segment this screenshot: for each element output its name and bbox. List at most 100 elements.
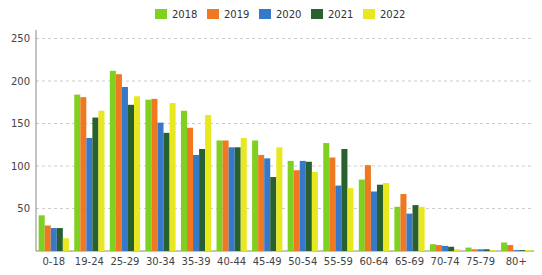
x-tick-label: 75-79 <box>466 256 495 267</box>
bar <box>341 149 347 251</box>
legend-item: 2022 <box>363 9 405 20</box>
bar <box>116 74 122 251</box>
chart-container: 50 100 150 200 250 0-18 19-24 25-29 30-34 35-39 40… <box>0 0 542 275</box>
legend-label: 2018 <box>172 9 197 20</box>
bar <box>258 155 264 251</box>
x-tick-label: 60-64 <box>359 256 388 267</box>
legend-swatch <box>311 9 323 19</box>
bar <box>181 111 187 251</box>
legend-swatch <box>363 9 375 19</box>
legend-label: 2021 <box>328 9 353 20</box>
bar <box>241 138 247 251</box>
bar <box>63 238 69 251</box>
y-axis-line <box>36 30 37 251</box>
bar <box>128 105 134 251</box>
bar <box>371 192 377 252</box>
bar <box>86 138 92 251</box>
bar <box>145 100 151 251</box>
bar <box>413 205 419 251</box>
bar <box>170 103 176 251</box>
legend-label: 2020 <box>276 9 301 20</box>
bar <box>187 128 193 251</box>
y-tick-label: 100 <box>11 161 30 172</box>
bar <box>164 133 170 251</box>
bar <box>484 249 490 251</box>
bar <box>223 141 229 252</box>
bar <box>288 161 294 251</box>
bar <box>448 247 454 251</box>
bar <box>472 249 478 251</box>
bar <box>513 250 519 251</box>
x-tick-label: 19-24 <box>75 256 104 267</box>
bar <box>436 245 442 251</box>
legend-swatch <box>155 9 167 19</box>
bar <box>365 165 371 251</box>
bar <box>252 141 258 252</box>
bar <box>235 147 241 251</box>
x-tick-label: 50-54 <box>288 256 317 267</box>
bar <box>377 185 383 251</box>
bar <box>466 248 472 251</box>
bar <box>335 186 341 251</box>
bar <box>134 96 140 251</box>
grid-line <box>36 38 534 39</box>
legend-label: 2022 <box>380 9 405 20</box>
bar <box>122 87 128 251</box>
bar <box>151 99 157 251</box>
bar <box>57 228 63 251</box>
bar <box>199 149 205 251</box>
bar <box>430 244 436 251</box>
chart: 50 100 150 200 250 0-18 19-24 25-29 30-34 35-39 40… <box>0 0 542 275</box>
bar <box>394 207 400 251</box>
bar <box>406 214 412 251</box>
bar <box>300 161 306 251</box>
bar <box>306 162 312 251</box>
bar <box>110 71 116 251</box>
x-tick-label: 35-39 <box>182 256 211 267</box>
bar <box>39 215 45 251</box>
bar <box>98 111 104 251</box>
x-tick-label: 40-44 <box>217 256 246 267</box>
y-tick-label: 250 <box>11 33 30 44</box>
x-tick-label: 0-18 <box>42 256 65 267</box>
bar <box>276 147 282 251</box>
y-tick-label: 50 <box>17 203 30 214</box>
bar <box>80 97 86 251</box>
x-tick-label: 65-69 <box>395 256 424 267</box>
x-tick-label: 25-29 <box>110 256 139 267</box>
bar <box>312 172 318 251</box>
bar <box>323 143 329 251</box>
y-tick-label: 200 <box>11 76 30 87</box>
bar <box>157 123 163 251</box>
bar <box>400 194 406 251</box>
x-tick-label: 70-74 <box>431 256 460 267</box>
legend-item: 2018 <box>155 9 197 20</box>
bar <box>490 250 496 251</box>
bar <box>359 180 365 251</box>
legend-swatch <box>207 9 219 19</box>
legend-item: 2021 <box>311 9 353 20</box>
x-tick-label: 80+ <box>506 256 527 267</box>
bar <box>501 243 507 252</box>
legend-swatch <box>259 9 271 19</box>
x-tick-label: 45-49 <box>253 256 282 267</box>
bar <box>347 188 353 251</box>
x-tick-label: 30-34 <box>146 256 175 267</box>
bar <box>419 207 425 251</box>
y-tick-label: 150 <box>11 118 30 129</box>
bar <box>92 118 98 251</box>
bar <box>519 250 525 251</box>
bar <box>74 95 80 251</box>
bar <box>329 158 335 252</box>
bar <box>264 158 270 251</box>
bar <box>507 245 513 251</box>
legend-item: 2019 <box>207 9 249 20</box>
bar <box>383 183 389 251</box>
bar <box>478 249 484 251</box>
legend: 2018 2019 2020 2021 2022 <box>155 9 405 20</box>
x-tick-label: 55-59 <box>324 256 353 267</box>
bar <box>454 249 460 251</box>
bar <box>217 141 223 252</box>
legend-label: 2019 <box>224 9 249 20</box>
legend-item: 2020 <box>259 9 301 20</box>
